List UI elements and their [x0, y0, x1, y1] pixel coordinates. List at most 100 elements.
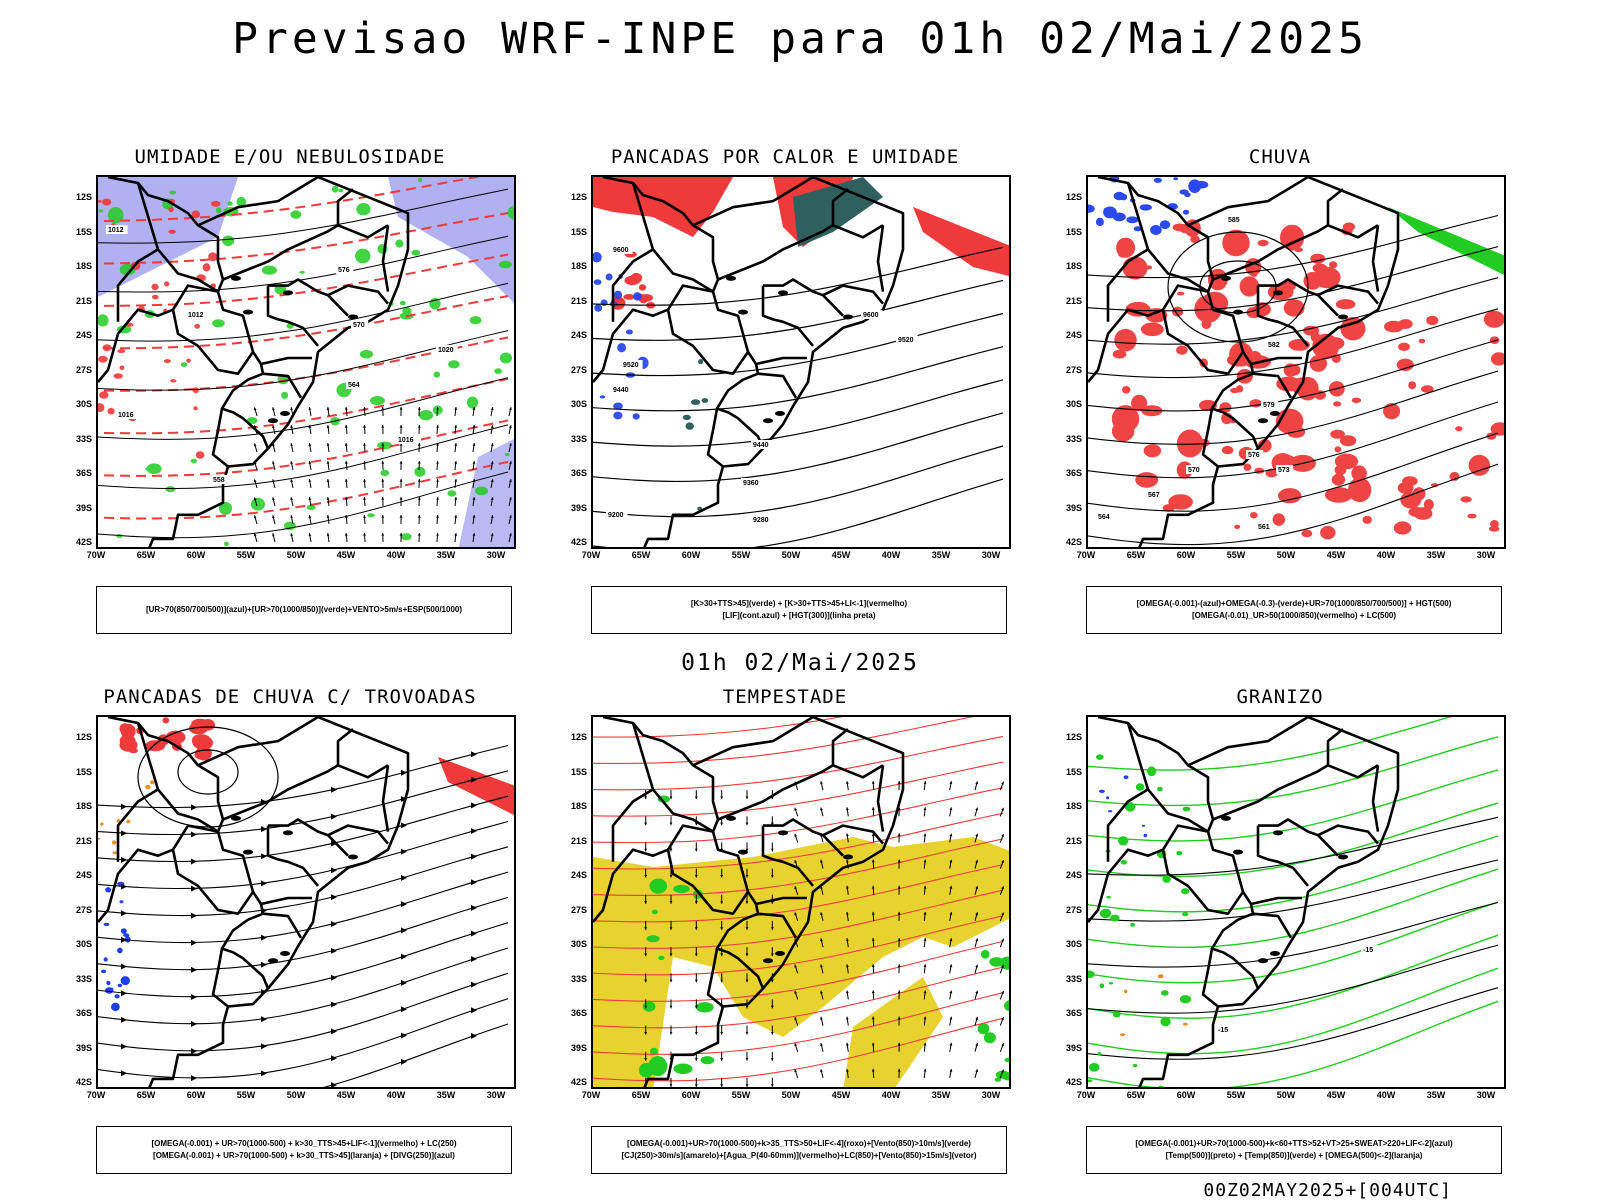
longitude-tick: 55W	[226, 1090, 266, 1100]
latitude-tick: 24S	[557, 330, 587, 340]
latitude-tick: 24S	[62, 870, 92, 880]
latitude-tick: 39S	[557, 1043, 587, 1053]
latitude-tick: 33S	[62, 434, 92, 444]
contour-label: 9520	[898, 337, 914, 344]
panel-title: UMIDADE E/OU NEBULOSIDADE	[50, 146, 530, 168]
longitude-tick: 45W	[1316, 550, 1356, 560]
longitude-tick: 40W	[1366, 550, 1406, 560]
latitude-tick: 15S	[62, 227, 92, 237]
latitude-tick: 36S	[557, 1008, 587, 1018]
longitude-tick: 60W	[176, 1090, 216, 1100]
longitude-tick: 45W	[1316, 1090, 1356, 1100]
panel-legend: [OMEGA(-0.001) + UR>70(1000-500) + k>30_…	[96, 1126, 512, 1174]
instability-area	[593, 177, 733, 237]
legend-line: [CJ(250)>30m/s](amarelo)+[Agua_P(40-60mm…	[621, 1150, 976, 1162]
longitude-tick: 50W	[771, 550, 811, 560]
latitude-tick: 42S	[557, 1077, 587, 1087]
latitude-tick: 18S	[557, 801, 587, 811]
contour-label: 1016	[118, 412, 134, 419]
latitude-tick: 27S	[557, 365, 587, 375]
latitude-tick: 42S	[62, 1077, 92, 1087]
latitude-tick: 21S	[557, 836, 587, 846]
streamlines-250	[98, 746, 508, 1090]
latitude-tick: 27S	[62, 905, 92, 915]
latitude-tick: 42S	[557, 537, 587, 547]
contour-label: -15	[1218, 1027, 1228, 1034]
panel-title: TEMPESTADE	[545, 686, 1025, 708]
panel-legend: [UR>70(850/700/500)](azul)+[UR>70(1000/8…	[96, 586, 512, 634]
legend-line: [OMEGA(-0.001) + UR>70(1000-500) + k>30_…	[153, 1150, 455, 1162]
map-plot	[593, 717, 1011, 1089]
latitude-tick: 39S	[557, 503, 587, 513]
legend-line: [OMEGA(-0.001)-(azul)+OMEGA(-0.3)-(verde…	[1137, 598, 1452, 610]
panel-title: PANCADAS POR CALOR E UMIDADE	[545, 146, 1025, 168]
longitude-tick: 35W	[1416, 1090, 1456, 1100]
latitude-tick: 21S	[1052, 836, 1082, 846]
latitude-tick: 36S	[62, 1008, 92, 1018]
longitude-tick: 30W	[476, 550, 516, 560]
longitude-tick: 70W	[1066, 1090, 1106, 1100]
panel-legend: [OMEGA(-0.001)+UR>70(1000-500)+k<60+TTS>…	[1086, 1126, 1502, 1174]
contour-label: 585	[1228, 217, 1240, 224]
longitude-tick: 70W	[571, 550, 611, 560]
contour-label: 564	[348, 382, 360, 389]
legend-line: [OMEGA(-0.01)_UR>50(1000/850)(vermelho) …	[1192, 610, 1396, 622]
longitude-tick: 70W	[76, 550, 116, 560]
longitude-tick: 35W	[426, 1090, 466, 1100]
main-title: Previsao WRF-INPE para 01h 02/Mai/2025	[0, 14, 1600, 64]
longitude-tick: 65W	[621, 550, 661, 560]
legend-line: [UR>70(850/700/500)](azul)+[UR>70(1000/8…	[146, 604, 462, 616]
contour-label: 9600	[863, 312, 879, 319]
longitude-tick: 70W	[571, 1090, 611, 1100]
latitude-tick: 15S	[557, 227, 587, 237]
contour-label: 1016	[398, 437, 414, 444]
rain-area	[1383, 311, 1506, 535]
latitude-tick: 30S	[62, 399, 92, 409]
contour-label: 9520	[623, 362, 639, 369]
longitude-tick: 55W	[226, 550, 266, 560]
longitude-tick: 60W	[1166, 550, 1206, 560]
latitude-tick: 33S	[557, 434, 587, 444]
legend-line: [OMEGA(-0.001)+UR>70(1000-500)+k<60+TTS>…	[1135, 1138, 1452, 1150]
longitude-tick: 40W	[1366, 1090, 1406, 1100]
legend-line: [Temp(500)](preto) + [Temp(850)](verde) …	[1166, 1150, 1423, 1162]
contour-label: 9600	[613, 247, 629, 254]
latitude-tick: 15S	[557, 767, 587, 777]
longitude-tick: 50W	[1266, 550, 1306, 560]
longitude-tick: 30W	[1466, 1090, 1506, 1100]
contour-label: -15	[1363, 947, 1373, 954]
contour-label: 1012	[108, 227, 124, 234]
longitude-tick: 55W	[721, 1090, 761, 1100]
instability-area	[913, 207, 1011, 277]
contour-label: 570	[353, 322, 365, 329]
longitude-tick: 60W	[671, 550, 711, 560]
longitude-tick: 55W	[1216, 550, 1256, 560]
latitude-tick: 18S	[557, 261, 587, 271]
longitude-tick: 40W	[871, 550, 911, 560]
panel-title: GRANIZO	[1040, 686, 1520, 708]
latitude-tick: 21S	[1052, 296, 1082, 306]
longitude-tick: 50W	[1266, 1090, 1306, 1100]
contour-label: 1020	[438, 347, 454, 354]
longitude-tick: 40W	[376, 550, 416, 560]
panel-title: PANCADAS DE CHUVA C/ TROVOADAS	[50, 686, 530, 708]
legend-line: [K>30+TTS>45](verde) + [K>30+TTS>45+LI<-…	[691, 598, 907, 610]
panel-legend: [OMEGA(-0.001)+UR>70(1000-500)+k>35_TTS>…	[591, 1126, 1007, 1174]
contour-label: 9440	[613, 387, 629, 394]
latitude-tick: 42S	[1052, 537, 1082, 547]
latitude-tick: 18S	[1052, 261, 1082, 271]
longitude-tick: 60W	[176, 550, 216, 560]
contour-label: 561	[1258, 524, 1270, 531]
panel-legend: [OMEGA(-0.001)-(azul)+OMEGA(-0.3)-(verde…	[1086, 586, 1502, 634]
latitude-tick: 30S	[1052, 399, 1082, 409]
legend-line: [OMEGA(-0.001)+UR>70(1000-500)+k>35_TTS>…	[627, 1138, 971, 1150]
latitude-tick: 18S	[62, 261, 92, 271]
latitude-tick: 36S	[1052, 1008, 1082, 1018]
longitude-tick: 65W	[621, 1090, 661, 1100]
longitude-tick: 30W	[971, 1090, 1011, 1100]
middle-title: 01h 02/Mai/2025	[0, 650, 1600, 676]
latitude-tick: 27S	[62, 365, 92, 375]
